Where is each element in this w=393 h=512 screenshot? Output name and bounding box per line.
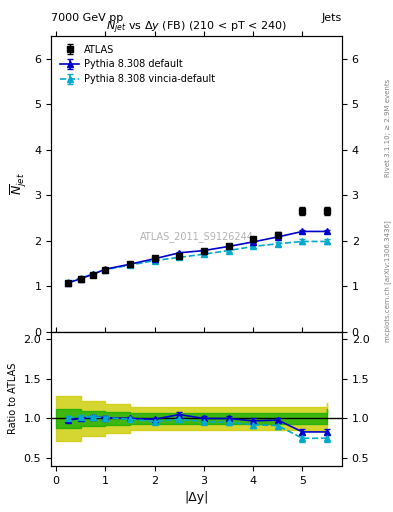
Text: Rivet 3.1.10; ≥ 2.9M events: Rivet 3.1.10; ≥ 2.9M events [385,79,391,177]
Y-axis label: $\overline{N}_{jet}$: $\overline{N}_{jet}$ [9,172,29,195]
Text: 7000 GeV pp: 7000 GeV pp [51,13,123,23]
Y-axis label: Ratio to ATLAS: Ratio to ATLAS [8,363,18,434]
Legend: ATLAS, Pythia 8.308 default, Pythia 8.308 vincia-default: ATLAS, Pythia 8.308 default, Pythia 8.30… [56,40,219,88]
Title: $N_{jet}$ vs $\Delta y$ (FB) (210 < pT < 240): $N_{jet}$ vs $\Delta y$ (FB) (210 < pT <… [106,19,287,36]
X-axis label: |Δy|: |Δy| [184,491,209,504]
Text: Jets: Jets [321,13,342,23]
Text: ATLAS_2011_S9126244: ATLAS_2011_S9126244 [140,231,253,242]
Text: mcplots.cern.ch [arXiv:1306.3436]: mcplots.cern.ch [arXiv:1306.3436] [384,221,391,343]
